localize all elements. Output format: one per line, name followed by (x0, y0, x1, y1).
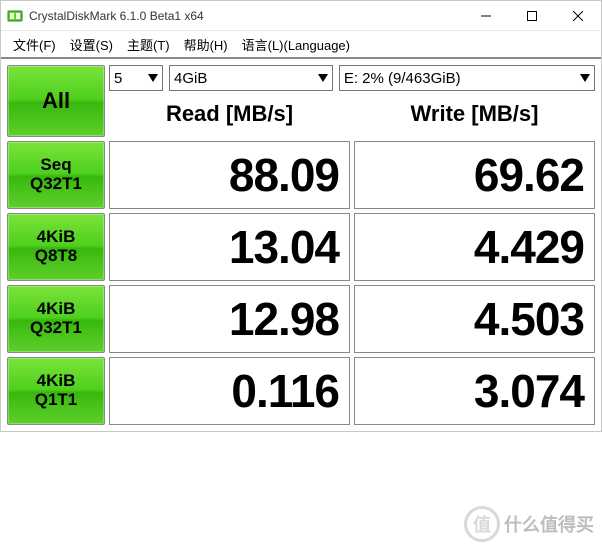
watermark: 值 什么值得买 (464, 506, 594, 542)
app-window: CrystalDiskMark 6.1.0 Beta1 x64 文件(F) 设置… (0, 0, 602, 432)
menu-language[interactable]: 语言(L)(Language) (238, 33, 354, 56)
count-select[interactable]: 5 (109, 65, 163, 91)
4kib-q32t1-write: 4.503 (354, 285, 595, 353)
4kib-q1t1-button[interactable]: 4KiB Q1T1 (7, 357, 105, 425)
watermark-text: 什么值得买 (504, 511, 594, 537)
test-label: 4KiB (37, 300, 76, 319)
chevron-down-icon (318, 74, 328, 82)
content-area: All 5 4GiB E: 2% (9/463GiB) (1, 57, 601, 431)
test-label: 4KiB (37, 372, 76, 391)
test-label: Q32T1 (30, 175, 82, 194)
menu-theme[interactable]: 主题(T) (123, 33, 174, 56)
count-value: 5 (114, 70, 122, 87)
all-button-label: All (42, 89, 70, 113)
seq-q32t1-write: 69.62 (354, 141, 595, 209)
4kib-q8t8-read: 13.04 (109, 213, 350, 281)
top-controls: 5 4GiB E: 2% (9/463GiB) Read [MB/s] Writ… (109, 65, 595, 137)
write-header: Write [MB/s] (354, 93, 595, 135)
seq-q32t1-button[interactable]: Seq Q32T1 (7, 141, 105, 209)
close-button[interactable] (555, 1, 601, 31)
test-label: Seq (40, 156, 71, 175)
size-value: 4GiB (174, 70, 207, 87)
test-label: 4KiB (37, 228, 76, 247)
menu-file[interactable]: 文件(F) (9, 33, 60, 56)
4kib-q8t8-write: 4.429 (354, 213, 595, 281)
4kib-q32t1-read: 12.98 (109, 285, 350, 353)
4kib-q1t1-write: 3.074 (354, 357, 595, 425)
menu-settings[interactable]: 设置(S) (66, 33, 117, 56)
seq-q32t1-read: 88.09 (109, 141, 350, 209)
4kib-q8t8-button[interactable]: 4KiB Q8T8 (7, 213, 105, 281)
test-label: Q8T8 (35, 247, 78, 266)
test-label: Q1T1 (35, 391, 78, 410)
menu-help[interactable]: 帮助(H) (180, 33, 232, 56)
chevron-down-icon (580, 74, 590, 82)
test-label: Q32T1 (30, 319, 82, 338)
app-icon (7, 8, 23, 24)
titlebar: CrystalDiskMark 6.1.0 Beta1 x64 (1, 1, 601, 31)
all-button[interactable]: All (7, 65, 105, 137)
minimize-button[interactable] (463, 1, 509, 31)
read-header: Read [MB/s] (109, 93, 350, 135)
watermark-icon: 值 (464, 506, 500, 542)
maximize-button[interactable] (509, 1, 555, 31)
size-select[interactable]: 4GiB (169, 65, 333, 91)
menubar: 文件(F) 设置(S) 主题(T) 帮助(H) 语言(L)(Language) (1, 31, 601, 57)
4kib-q32t1-button[interactable]: 4KiB Q32T1 (7, 285, 105, 353)
4kib-q1t1-read: 0.116 (109, 357, 350, 425)
drive-select[interactable]: E: 2% (9/463GiB) (339, 65, 595, 91)
chevron-down-icon (148, 74, 158, 82)
window-title: CrystalDiskMark 6.1.0 Beta1 x64 (29, 9, 463, 23)
drive-value: E: 2% (9/463GiB) (344, 70, 461, 87)
